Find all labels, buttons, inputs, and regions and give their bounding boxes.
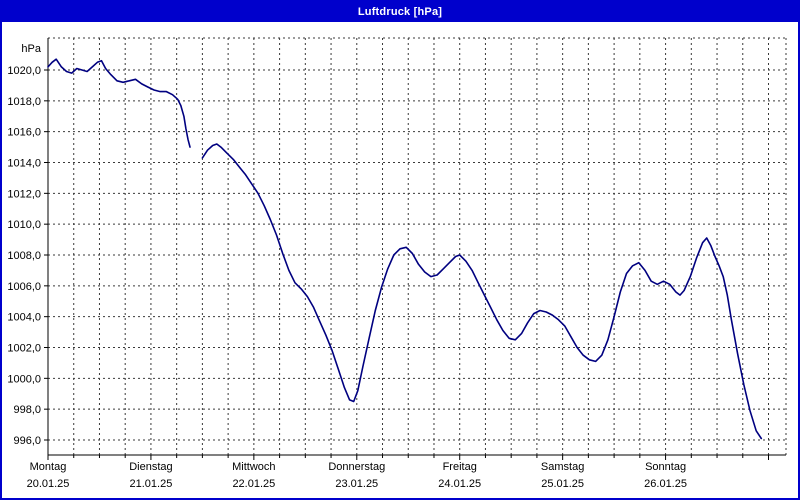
x-day-label: Freitag [443,461,477,473]
y-tick-label: 1008,0 [7,250,41,262]
y-tick-label: 1016,0 [7,127,41,139]
y-tick-label: 1006,0 [7,281,41,293]
y-tick-label: 1002,0 [7,343,41,355]
pressure-line [201,143,763,440]
x-day-label: Montag [30,461,67,473]
y-tick-label: 1004,0 [7,312,41,324]
y-tick-label: 1010,0 [7,219,41,231]
x-date-label: 24.01.25 [438,478,481,490]
x-day-label: Samstag [541,461,584,473]
x-date-label: 20.01.25 [27,478,70,490]
axes [44,38,786,460]
y-tick-label: 1014,0 [7,158,41,170]
chart-container: hPa 996,0 998,0 1000,0 1002,0 1004,0 1006,0 100… [2,22,798,498]
window-title: Luftdruck [hPa] [357,6,443,18]
x-date-label: 23.01.25 [335,478,378,490]
pressure-line [47,58,191,148]
x-day-label: Dienstag [129,461,172,473]
axis-labels: hPa 996,0 998,0 1000,0 1002,0 1004,0 1006,0 100… [7,43,687,490]
x-date-label: 21.01.25 [130,478,173,490]
x-day-label: Sonntag [645,461,686,473]
x-date-label: 22.01.25 [232,478,275,490]
x-day-label: Donnerstag [328,461,385,473]
title-bar: Luftdruck [hPa] [2,2,798,22]
y-tick-label: 998,0 [13,404,41,416]
y-tick-label: 996,0 [13,435,41,447]
y-tick-label: 1018,0 [7,96,41,108]
y-axis-unit-label: hPa [21,43,41,55]
x-date-label: 25.01.25 [541,478,584,490]
y-tick-label: 1000,0 [7,373,41,385]
x-date-label: 26.01.25 [644,478,687,490]
y-tick-label: 1020,0 [7,65,41,77]
gridlines [48,37,787,455]
pressure-chart: hPa 996,0 998,0 1000,0 1002,0 1004,0 1006,0 100… [7,37,787,490]
x-day-label: Mittwoch [232,461,275,473]
y-tick-label: 1012,0 [7,188,41,200]
